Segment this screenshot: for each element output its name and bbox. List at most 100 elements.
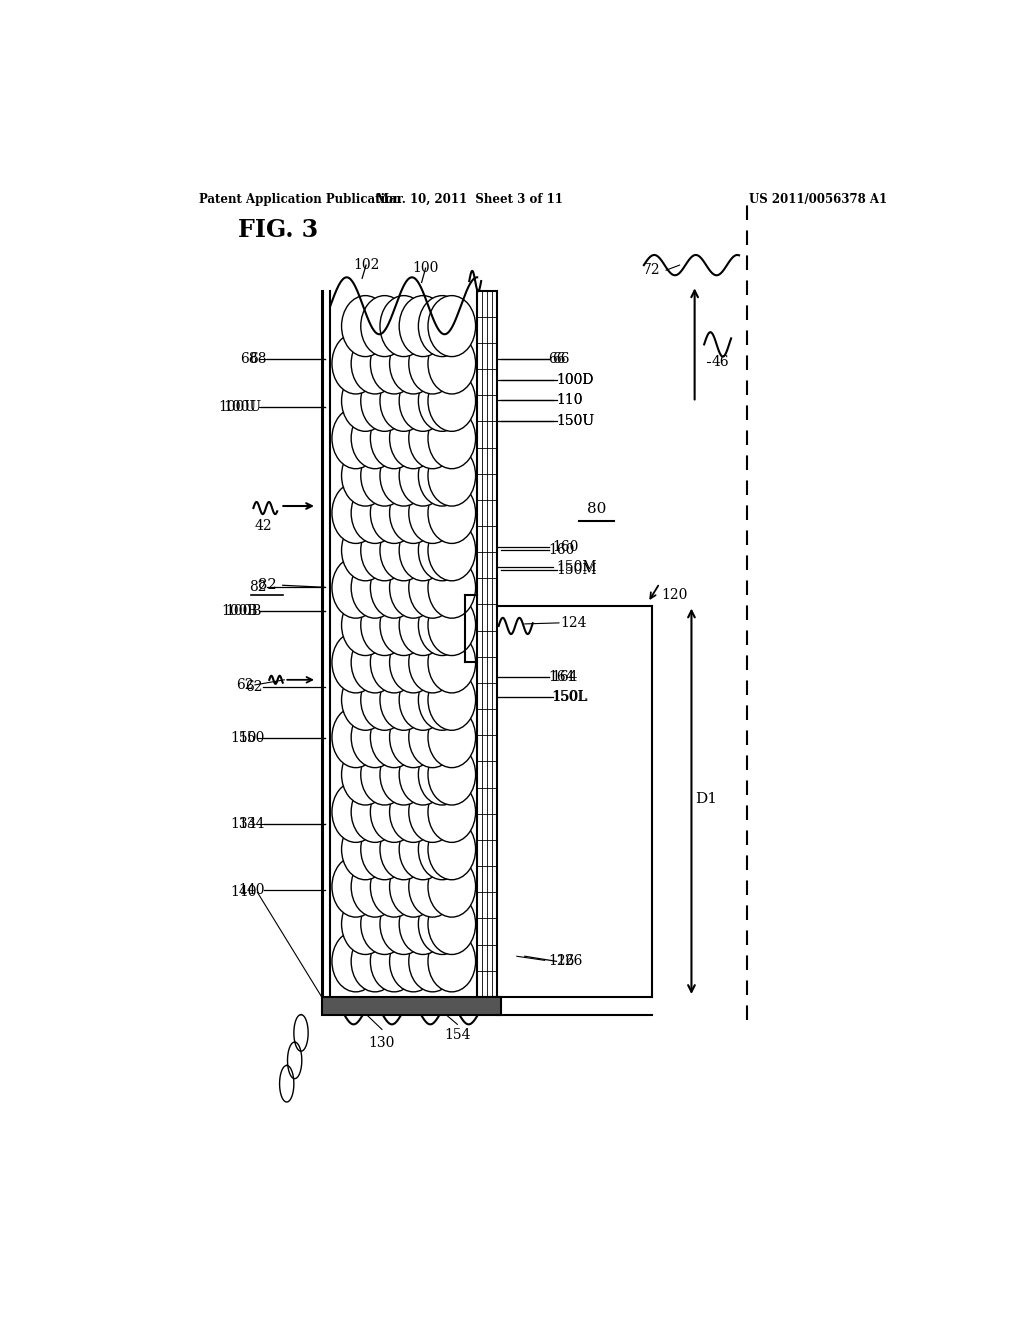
Circle shape xyxy=(428,408,475,469)
Text: US 2011/0056378 A1: US 2011/0056378 A1 xyxy=(750,193,888,206)
Circle shape xyxy=(380,894,428,954)
Circle shape xyxy=(380,520,428,581)
Circle shape xyxy=(380,296,428,356)
Circle shape xyxy=(360,818,409,879)
Circle shape xyxy=(342,594,389,656)
Circle shape xyxy=(428,669,475,730)
Bar xyxy=(323,997,501,1015)
Text: D1: D1 xyxy=(695,792,718,805)
Circle shape xyxy=(419,669,466,730)
Circle shape xyxy=(371,482,418,544)
Circle shape xyxy=(332,482,380,544)
Circle shape xyxy=(342,371,389,432)
Circle shape xyxy=(409,557,457,618)
Text: 82: 82 xyxy=(258,578,276,593)
Text: 160: 160 xyxy=(553,540,579,553)
Circle shape xyxy=(428,594,475,656)
Text: 150L: 150L xyxy=(551,690,587,704)
Circle shape xyxy=(428,482,475,544)
Circle shape xyxy=(351,857,398,917)
Text: 42: 42 xyxy=(254,519,271,533)
Text: 126: 126 xyxy=(557,954,583,969)
Circle shape xyxy=(419,445,466,506)
Text: 66: 66 xyxy=(549,351,566,366)
Circle shape xyxy=(332,857,380,917)
Circle shape xyxy=(399,371,446,432)
Text: Mar. 10, 2011  Sheet 3 of 11: Mar. 10, 2011 Sheet 3 of 11 xyxy=(376,193,562,206)
Circle shape xyxy=(351,781,398,842)
Circle shape xyxy=(360,744,409,805)
Circle shape xyxy=(428,445,475,506)
Circle shape xyxy=(409,408,457,469)
Text: 134: 134 xyxy=(238,817,264,832)
Text: 120: 120 xyxy=(662,589,688,602)
Text: 150: 150 xyxy=(239,731,264,744)
Circle shape xyxy=(419,520,466,581)
Text: 110: 110 xyxy=(557,393,583,408)
Text: 80: 80 xyxy=(587,502,606,516)
Circle shape xyxy=(419,744,466,805)
Circle shape xyxy=(389,706,437,768)
Text: 150U: 150U xyxy=(557,413,595,428)
Text: 102: 102 xyxy=(353,259,379,272)
Text: 164: 164 xyxy=(549,669,575,684)
Text: 150: 150 xyxy=(230,731,257,744)
Circle shape xyxy=(399,520,446,581)
Circle shape xyxy=(342,894,389,954)
Circle shape xyxy=(351,333,398,393)
Text: 82: 82 xyxy=(250,581,267,594)
Circle shape xyxy=(399,744,446,805)
Circle shape xyxy=(342,818,389,879)
Text: 160: 160 xyxy=(549,543,575,557)
Circle shape xyxy=(409,781,457,842)
Circle shape xyxy=(371,931,418,991)
Text: 100U: 100U xyxy=(223,400,261,414)
Circle shape xyxy=(380,669,428,730)
Text: 134: 134 xyxy=(230,817,257,832)
Circle shape xyxy=(399,445,446,506)
Circle shape xyxy=(342,669,389,730)
Circle shape xyxy=(342,744,389,805)
Circle shape xyxy=(342,445,389,506)
Circle shape xyxy=(360,520,409,581)
Circle shape xyxy=(371,557,418,618)
Circle shape xyxy=(419,818,466,879)
Circle shape xyxy=(419,894,466,954)
Circle shape xyxy=(409,857,457,917)
Circle shape xyxy=(428,296,475,356)
Text: 100B: 100B xyxy=(221,603,257,618)
Circle shape xyxy=(389,857,437,917)
Circle shape xyxy=(360,371,409,432)
Circle shape xyxy=(332,557,380,618)
Circle shape xyxy=(428,557,475,618)
Circle shape xyxy=(389,333,437,393)
Text: 100: 100 xyxy=(413,261,439,275)
Text: FIG. 3: FIG. 3 xyxy=(238,218,317,242)
Text: 126: 126 xyxy=(549,954,575,969)
Circle shape xyxy=(428,333,475,393)
Circle shape xyxy=(360,594,409,656)
Text: 100B: 100B xyxy=(225,603,261,618)
Text: 140: 140 xyxy=(238,883,264,898)
Circle shape xyxy=(428,818,475,879)
Circle shape xyxy=(389,781,437,842)
Circle shape xyxy=(351,632,398,693)
Circle shape xyxy=(428,894,475,954)
Circle shape xyxy=(371,781,418,842)
Circle shape xyxy=(389,408,437,469)
Circle shape xyxy=(419,371,466,432)
Circle shape xyxy=(380,445,428,506)
Circle shape xyxy=(428,857,475,917)
Circle shape xyxy=(409,632,457,693)
Text: 66: 66 xyxy=(553,351,570,366)
Circle shape xyxy=(399,818,446,879)
Circle shape xyxy=(360,296,409,356)
Text: 62: 62 xyxy=(246,680,263,694)
Circle shape xyxy=(409,482,457,544)
Circle shape xyxy=(428,781,475,842)
Circle shape xyxy=(360,894,409,954)
Text: 110: 110 xyxy=(557,393,583,408)
Circle shape xyxy=(360,669,409,730)
Circle shape xyxy=(371,706,418,768)
Bar xyxy=(477,290,497,997)
